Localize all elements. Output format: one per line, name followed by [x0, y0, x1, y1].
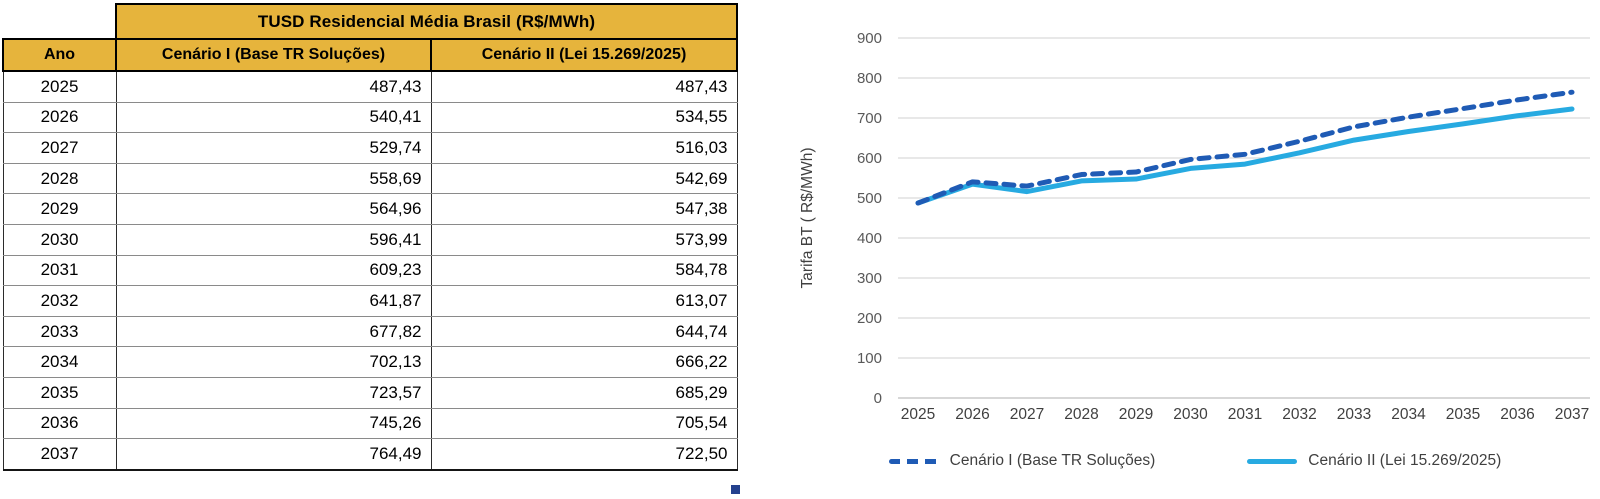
y-tick-label: 900 [857, 30, 882, 47]
y-tick-label: 200 [857, 310, 882, 327]
tarifa-chart-panel: 0 100 200 300 400 500 600 700 800 900 Tarifa BT ( … [790, 0, 1600, 499]
year-cell[interactable]: 2033 [2, 316, 117, 348]
legend-label-cenario-1: Cenário I (Base TR Soluções) [949, 452, 1156, 469]
dashed-line-swatch [888, 458, 939, 464]
year-cell[interactable]: 2026 [2, 102, 117, 134]
value-cell[interactable]: 745,26 [115, 408, 432, 440]
x-tick-label: 2033 [1337, 406, 1371, 423]
table-row: 2035 723,57 685,29 [2, 377, 738, 409]
year-cell[interactable]: 2036 [2, 408, 117, 440]
tusd-table-panel: TUSD Residencial Média Brasil (R$/MWh) A… [2, 3, 740, 494]
year-cell[interactable]: 2031 [2, 255, 117, 287]
y-tick-label: 400 [857, 230, 882, 247]
table-row: 2025 487,43 487,43 [2, 71, 738, 103]
year-cell[interactable]: 2029 [2, 193, 117, 225]
table-header-row: Ano Cenário I (Base TR Soluções) Cenário… [2, 38, 738, 72]
table-row: 2037 764,49 722,50 [2, 438, 738, 471]
year-cell[interactable]: 2032 [2, 285, 117, 317]
tusd-table: TUSD Residencial Média Brasil (R$/MWh) A… [2, 3, 738, 471]
y-tick-label: 500 [857, 190, 882, 207]
value-cell[interactable]: 542,69 [430, 163, 738, 195]
solid-line-swatch [1247, 458, 1298, 464]
table-row: 2027 529,74 516,03 [2, 132, 738, 164]
value-cell[interactable]: 487,43 [115, 71, 432, 103]
table-row: 2033 677,82 644,74 [2, 316, 738, 348]
table-row: 2032 641,87 613,07 [2, 285, 738, 317]
value-cell[interactable]: 516,03 [430, 132, 738, 164]
value-cell[interactable]: 666,22 [430, 346, 738, 378]
x-tick-label: 2030 [1173, 406, 1208, 423]
value-cell[interactable]: 613,07 [430, 285, 738, 317]
tarifa-line-chart: 0 100 200 300 400 500 600 700 800 900 Tarifa BT ( … [799, 30, 1590, 423]
table-row: 2031 609,23 584,78 [2, 255, 738, 287]
value-cell[interactable]: 547,38 [430, 193, 738, 225]
value-cell[interactable]: 564,96 [115, 193, 432, 225]
y-tick-label: 100 [857, 350, 882, 367]
table-row: 2034 702,13 666,22 [2, 346, 738, 378]
y-axis-title: Tarifa BT ( R$/MWh) [799, 148, 816, 289]
value-cell[interactable]: 584,78 [430, 255, 738, 287]
table-title: TUSD Residencial Média Brasil (R$/MWh) [115, 3, 738, 40]
y-tick-label: 0 [874, 390, 882, 407]
table-row: 2030 596,41 573,99 [2, 224, 738, 256]
x-tick-label: 2035 [1446, 406, 1480, 423]
corner-cell [3, 4, 116, 39]
year-cell[interactable]: 2030 [2, 224, 117, 256]
value-cell[interactable]: 529,74 [115, 132, 432, 164]
value-cell[interactable]: 722,50 [430, 438, 738, 471]
series-line-1[interactable] [915, 89, 1575, 206]
x-tick-label: 2036 [1500, 406, 1534, 423]
value-cell[interactable]: 723,57 [115, 377, 432, 409]
year-cell[interactable]: 2028 [2, 163, 117, 195]
x-tick-label: 2032 [1282, 406, 1316, 423]
y-tick-label: 700 [857, 110, 882, 127]
x-tick-label: 2026 [955, 406, 989, 423]
y-tick-label: 800 [857, 70, 882, 87]
table-row: 2028 558,69 542,69 [2, 163, 738, 195]
year-cell[interactable]: 2034 [2, 346, 117, 378]
chart-legend: Cenário I (Base TR Soluções) Cenário II … [790, 452, 1600, 470]
value-cell[interactable]: 540,41 [115, 102, 432, 134]
value-cell[interactable]: 764,49 [115, 438, 432, 471]
table-row: 2029 564,96 547,38 [2, 193, 738, 225]
value-cell[interactable]: 558,69 [115, 163, 432, 195]
column-header-cenario-2[interactable]: Cenário II (Lei 15.269/2025) [430, 38, 738, 72]
value-cell[interactable]: 487,43 [430, 71, 738, 103]
legend-label-cenario-2: Cenário II (Lei 15.269/2025) [1308, 452, 1502, 469]
value-cell[interactable]: 644,74 [430, 316, 738, 348]
column-header-ano[interactable]: Ano [2, 38, 117, 72]
x-tick-label: 2034 [1391, 406, 1426, 423]
value-cell[interactable]: 596,41 [115, 224, 432, 256]
selection-fill-handle[interactable] [730, 484, 740, 494]
value-cell[interactable]: 685,29 [430, 377, 738, 409]
x-tick-label: 2027 [1010, 406, 1044, 423]
table-row: 2036 745,26 705,54 [2, 408, 738, 440]
value-cell[interactable]: 677,82 [115, 316, 432, 348]
year-cell[interactable]: 2027 [2, 132, 117, 164]
value-cell[interactable]: 573,99 [430, 224, 738, 256]
year-cell[interactable]: 2035 [2, 377, 117, 409]
value-cell[interactable]: 534,55 [430, 102, 738, 134]
x-tick-label: 2031 [1228, 406, 1262, 423]
table-title-row: TUSD Residencial Média Brasil (R$/MWh) [3, 3, 738, 40]
legend-item-cenario-2[interactable]: Cenário II (Lei 15.269/2025) [1247, 452, 1501, 470]
value-cell[interactable]: 609,23 [115, 255, 432, 287]
value-cell[interactable]: 705,54 [430, 408, 738, 440]
y-tick-label: 300 [857, 270, 882, 287]
year-cell[interactable]: 2025 [2, 71, 117, 103]
x-tick-label: 2028 [1064, 406, 1098, 423]
series-line-2[interactable] [915, 106, 1575, 206]
y-tick-label: 600 [857, 150, 882, 167]
x-tick-label: 2025 [901, 406, 935, 423]
legend-item-cenario-1[interactable]: Cenário I (Base TR Soluções) [888, 452, 1156, 470]
value-cell[interactable]: 641,87 [115, 285, 432, 317]
x-tick-label: 2029 [1119, 406, 1153, 423]
table-row: 2026 540,41 534,55 [2, 102, 738, 134]
x-tick-label: 2037 [1555, 406, 1589, 423]
year-cell[interactable]: 2037 [2, 438, 117, 471]
value-cell[interactable]: 702,13 [115, 346, 432, 378]
column-header-cenario-1[interactable]: Cenário I (Base TR Soluções) [115, 38, 432, 72]
